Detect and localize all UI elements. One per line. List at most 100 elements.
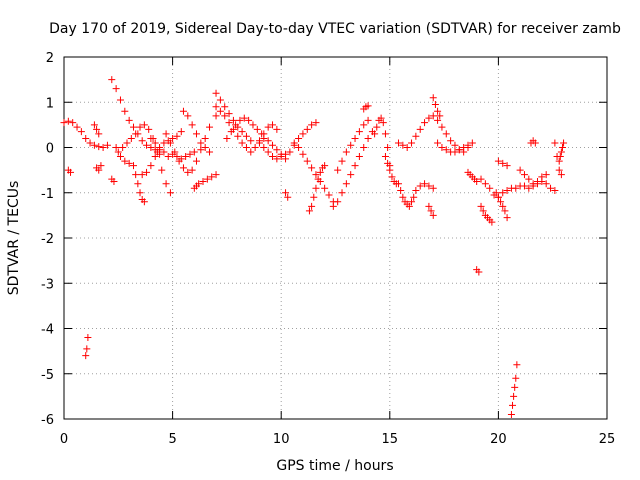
x-tick-labels: 0 5 10 15 20 25 [60, 432, 615, 447]
series-arc-r [223, 114, 266, 142]
data-point [116, 96, 124, 104]
axis-ticks [63, 56, 608, 420]
data-point [412, 132, 420, 140]
y-tick-label: 2 [46, 51, 54, 66]
data-point [438, 144, 446, 151]
data-point [162, 130, 170, 138]
data-point [364, 102, 372, 110]
data-point [542, 180, 550, 188]
series-arc-h [108, 175, 118, 185]
series-arc-g [112, 144, 138, 170]
data-point [143, 141, 151, 149]
data-point [507, 410, 515, 418]
data-point [197, 146, 205, 154]
data-point [84, 334, 92, 342]
data-point [551, 186, 559, 194]
data-point [223, 134, 231, 142]
x-tick-label: 10 [273, 432, 290, 447]
data-point [560, 139, 568, 147]
series-arc-aq [555, 139, 568, 165]
y-tick-label: -6 [41, 413, 54, 428]
data-point [509, 401, 517, 409]
data-point [255, 139, 263, 147]
data-point [171, 148, 179, 156]
data-point [475, 268, 483, 276]
data-point [295, 134, 303, 142]
data-point [436, 112, 444, 120]
data-point [273, 155, 281, 163]
y-tick-label: -5 [41, 368, 54, 383]
data-point [529, 180, 537, 188]
data-point [555, 157, 563, 165]
data-point [308, 202, 316, 210]
series-arc-m [162, 112, 220, 176]
data-point [308, 121, 316, 129]
data-point [438, 123, 446, 131]
data-point [325, 191, 333, 199]
data-point [342, 148, 350, 156]
data-point [481, 180, 489, 188]
data-point [245, 116, 253, 124]
data-point [477, 202, 485, 210]
data-point [125, 159, 133, 167]
series-arc-o [190, 171, 220, 192]
data-point [425, 202, 433, 210]
data-point [388, 173, 396, 181]
data-point [494, 157, 502, 165]
series-arc-n [179, 107, 214, 156]
data-point [238, 128, 246, 136]
data-point [312, 119, 320, 127]
data-point [421, 180, 429, 188]
data-point [547, 184, 555, 192]
data-point [184, 112, 192, 120]
data-point [227, 128, 235, 136]
data-point [399, 141, 407, 149]
data-point [355, 128, 363, 136]
chart-title: Day 170 of 2019, Sidereal Day-to-day VTE… [49, 21, 621, 37]
data-point [232, 121, 240, 129]
data-point [269, 121, 277, 129]
data-point [212, 171, 220, 179]
data-point [351, 162, 359, 170]
data-point [520, 182, 528, 190]
data-point [201, 134, 209, 142]
data-point [160, 139, 168, 147]
data-point [405, 202, 413, 210]
data-point [212, 89, 220, 97]
y-tick-label: 0 [46, 142, 54, 157]
data-point [510, 392, 518, 400]
data-point [114, 148, 122, 156]
data-point [364, 134, 372, 142]
series-arc-l [147, 134, 198, 163]
data-point [77, 128, 85, 136]
data-point [525, 175, 533, 183]
data-point [305, 207, 313, 215]
data-point [303, 125, 311, 133]
data-point [399, 193, 407, 201]
data-point [427, 207, 435, 215]
data-point [479, 207, 487, 215]
data-point [425, 182, 433, 190]
data-point [360, 144, 368, 151]
data-point [516, 166, 524, 174]
data-point [212, 112, 220, 120]
data-point [499, 159, 507, 167]
data-point [434, 107, 442, 115]
data-point [269, 141, 277, 149]
data-point [110, 177, 118, 185]
data-point [229, 116, 237, 124]
data-point [206, 123, 214, 131]
series-arc-ak [477, 202, 496, 226]
data-point [145, 125, 153, 133]
data-point [282, 155, 290, 163]
data-point [93, 125, 101, 133]
data-point [277, 150, 285, 158]
series-arc-v [290, 139, 337, 206]
series-arc-ai [473, 266, 483, 276]
data-point [234, 132, 242, 140]
data-point [119, 144, 127, 151]
y-tick-label: 1 [46, 96, 54, 111]
data-point [284, 193, 292, 201]
data-point [434, 116, 442, 124]
data-point [488, 218, 496, 226]
